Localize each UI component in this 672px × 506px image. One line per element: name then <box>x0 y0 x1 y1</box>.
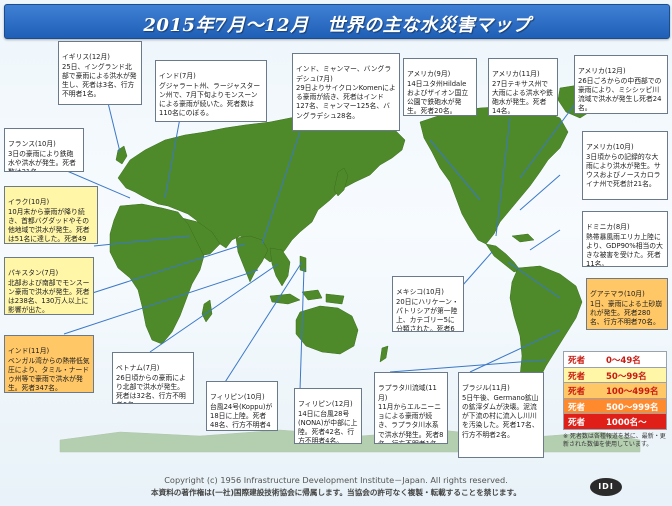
eurasia-landmass <box>117 111 406 263</box>
legend-range: 50～99名 <box>606 371 647 382</box>
event-text: フランス(10月) 3日の豪雨により鉄砲水や洪水が発生。死者数は21名。 <box>8 140 76 171</box>
legend-row-1000-plus: 死者 1000名～ <box>563 413 667 430</box>
copyright-notice: 本資料の著作権は(一社)国際建設技術協会に帰属します。当協会の許可なく複製・転載… <box>151 488 521 497</box>
event-brazil-nov: ブラジル(11月) 5日午後、Germano鉱山の鉱滓ダムが決壊。泥流が下流の村… <box>458 372 544 458</box>
event-text: インド(11月) ベンガル湾からの熱帯低気圧により、タミル・ナードゥ州等で豪雨で… <box>8 347 90 393</box>
event-text: メキシコ(10月) 20日にハリケーン・パトリシアが第一陸上、カテゴリー5に分類… <box>396 288 459 332</box>
title-bar: 2015年7月～12月 世界の主な水災害マップ <box>4 4 670 39</box>
event-text: インド(7月) グジャラート州、ラージャスターン州で、7月下旬よりモンスーンによ… <box>159 72 261 118</box>
event-text: グアテマラ(10月) 1日、豪雨による土砂崩れが発生。死者280名、行方不明者7… <box>590 290 663 327</box>
africa-landmass <box>109 203 205 345</box>
idi-logo: IDI <box>590 478 622 496</box>
legend-row-500-999: 死者 500～999名 <box>563 397 667 414</box>
japan-islands <box>333 167 349 197</box>
central-america-landmass <box>485 243 521 273</box>
event-vietnam-jul: ベトナム(7月) 26日頃からの豪雨により北部で洪水が発生。死者は32名、行方不… <box>112 352 194 404</box>
legend-label: 死者 <box>568 356 586 366</box>
landmasses <box>59 83 641 453</box>
new-zealand-landmass <box>379 345 389 363</box>
caribbean-islands <box>511 233 535 243</box>
legend-row-100-499: 死者 100～499名 <box>563 382 667 399</box>
legend-range: 1000名～ <box>606 418 647 428</box>
event-text: フィリピン(12月) 14日に台風28号(NONA)が中部に上陸。死者42名、行… <box>298 400 358 444</box>
event-text: アメリカ(9月) 14日ユタ州Hildaleおよびザイオン国立公園で鉄砲水が発生… <box>407 70 469 116</box>
legend-label: 死者 <box>568 402 586 413</box>
event-iraq-oct: イラク(10月) 10月末から豪雨が降り続き、首都バグダッドやその他地域で洪水が… <box>4 186 98 244</box>
event-usa-nov: アメリカ(11月) 27日テキサス州で大雨による洪水や鉄砲水が発生。死者14名。 <box>488 58 558 116</box>
event-text: アメリカ(12月) 26日ごろからの中西部での豪雨により、ミシシッピ川流域で洪水… <box>578 67 662 113</box>
legend: 死者 0～49名 死者 50～99名 死者 100～499名 死者 500～99… <box>563 351 667 449</box>
event-philippines-oct: フィリピン(10月) 台風24号(Koppu)が18日に上陸。死者48名、行方不… <box>206 381 278 431</box>
legend-row-0-49: 死者 0～49名 <box>563 351 667 368</box>
legend-label: 死者 <box>568 371 586 382</box>
event-philippines-dec: フィリピン(12月) 14日に台風28号(NONA)が中部に上陸。死者42名、行… <box>294 388 362 444</box>
event-text: アメリカ(10月) 3日頃からの記録的な大雨により洪水が発生。サウスおよびノース… <box>586 143 661 189</box>
indonesia-islands <box>269 289 345 305</box>
india-landmass <box>235 235 269 283</box>
event-text: インド、ミャンマー、バングラデシュ(7月) 29日よりサイクロンKomenによる… <box>296 65 396 120</box>
leader-lines <box>59 69 576 391</box>
event-text: アメリカ(11月) 27日テキサス州で大雨による洪水や鉄砲水が発生。死者14名。 <box>492 70 553 116</box>
event-text: ブラジル(11月) 5日午後、Germano鉱山の鉱滓ダムが決壊。泥流が下流の村… <box>462 384 539 439</box>
legend-label: 死者 <box>568 387 586 397</box>
event-guatemala-oct: グアテマラ(10月) 1日、豪雨による土砂崩れが発生。死者280名、行方不明者7… <box>586 278 668 330</box>
legend-label: 死者 <box>568 418 586 428</box>
event-usa-dec: アメリカ(12月) 26日ごろからの中西部での豪雨により、ミシシッピ川流域で洪水… <box>574 55 668 114</box>
madagascar-landmass <box>201 299 213 323</box>
event-india-myanmar-bangladesh-jul: インド、ミャンマー、バングラデシュ(7月) 29日よりサイクロンKomenによる… <box>292 53 400 131</box>
legend-row-50-99: 死者 50～99名 <box>563 366 667 383</box>
event-uk-dec: イギリス(12月) 25日、イングランド北部で豪雨による洪水が発生し、死者は3名… <box>58 41 142 105</box>
event-text: ベトナム(7月) 26日頃からの豪雨により北部で洪水が発生。死者は32名、行方不… <box>116 364 186 403</box>
event-text: パキスタン(7月) 北部および南部でモンスーン豪雨で洪水が発生。死者は238名、… <box>8 269 90 315</box>
event-text: ドミニカ(8月) 熱帯暴風雨エリカ上陸により、GDP90%相当の大きな被害を受け… <box>586 223 663 267</box>
event-text: ラプラタ川流域(11月) 11月からエルニーニョによる豪雨が続き、ラプラタ川水系… <box>378 384 444 443</box>
southeast-asia-landmass <box>269 247 291 287</box>
copyright-text: Copyright (c) 1956 Infrastructure Develo… <box>164 475 508 485</box>
event-text: イギリス(12月) 25日、イングランド北部で豪雨による洪水が発生し、死者は3名… <box>62 53 137 99</box>
event-dominica-aug: ドミニカ(8月) 熱帯暴風雨エリカ上陸により、GDP90%相当の大きな被害を受け… <box>582 211 668 267</box>
event-india-jul: インド(7月) グジャラート州、ラージャスターン州で、7月下旬よりモンスーンによ… <box>155 60 267 122</box>
event-text: フィリピン(10月) 台風24号(Koppu)が18日に上陸。死者48名、行方不… <box>210 393 273 430</box>
event-usa-oct: アメリカ(10月) 3日頃からの記録的な大雨により洪水が発生。サウスおよびノース… <box>582 131 668 200</box>
australia-landmass <box>295 305 359 355</box>
event-usa-sep: アメリカ(9月) 14日ユタ州Hildaleおよびザイオン国立公園で鉄砲水が発生… <box>403 58 477 116</box>
event-la-plata-nov: ラプラタ川流域(11月) 11月からエルニーニョによる豪雨が続き、ラプラタ川水系… <box>374 372 448 444</box>
legend-note: ※ 死者数は各種報道を基に、最新・更新された数値を使用しています。 <box>563 432 666 448</box>
legend-range: 0～49名 <box>606 356 641 366</box>
north-america-landmass <box>419 105 569 245</box>
uk-landmass <box>115 145 128 165</box>
event-text: イラク(10月) 10月末から豪雨が降り続き、首都バグダッドやその他地域で洪水が… <box>8 198 90 244</box>
event-pakistan-jul: パキスタン(7月) 北部および南部でモンスーン豪雨で洪水が発生。死者は238名、… <box>4 257 94 315</box>
legend-range: 500～999名 <box>606 402 659 413</box>
page-title: 2015年7月～12月 世界の主な水災害マップ <box>143 15 531 36</box>
event-india-nov: インド(11月) ベンガル湾からの熱帯低気圧により、タミル・ナードゥ州等で豪雨で… <box>4 335 94 393</box>
event-france-oct: フランス(10月) 3日の豪雨により鉄砲水や洪水が発生。死者数は21名。 <box>4 128 84 172</box>
event-mexico-oct: メキシコ(10月) 20日にハリケーン・パトリシアが第一陸上、カテゴリー5に分類… <box>392 276 464 332</box>
legend-range: 100～499名 <box>606 387 659 397</box>
